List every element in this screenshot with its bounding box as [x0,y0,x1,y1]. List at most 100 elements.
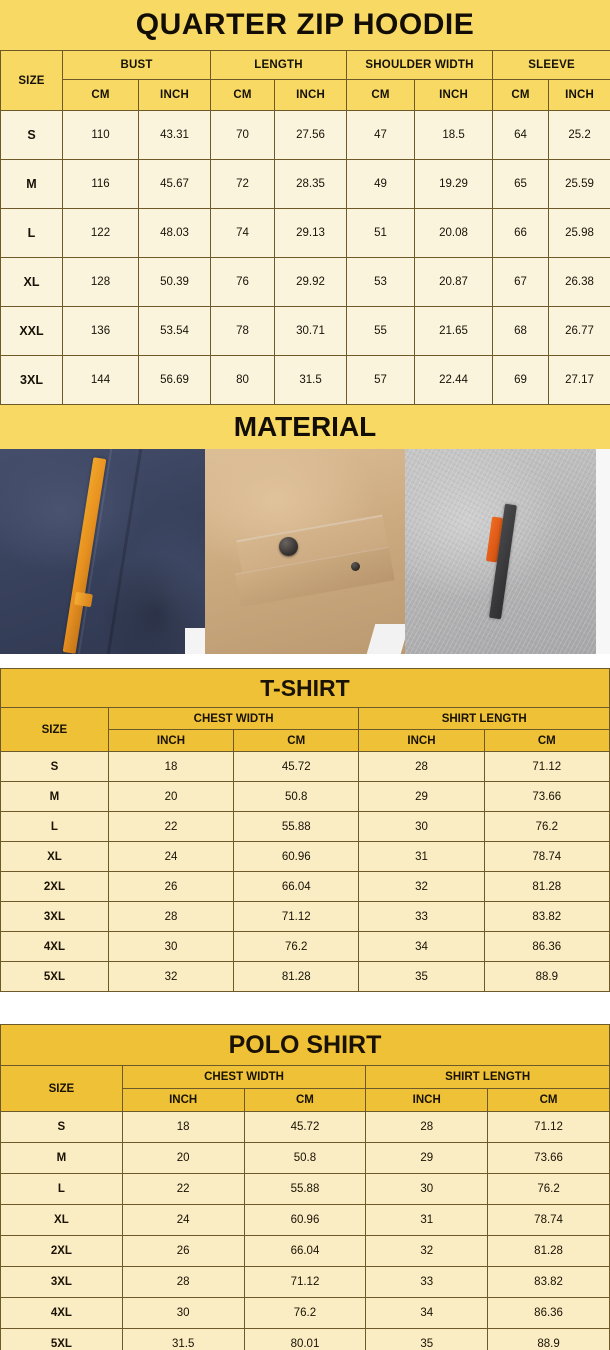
polo-cell-size: S [0,1111,123,1143]
polo-cell-chest_in: 24 [121,1204,245,1236]
polo-unit-header-row: INCH CM INCH CM [1,1088,610,1112]
polo-cell-len_in: 31 [365,1204,489,1236]
tshirt-row: 5XL 32 81.28 35 88.9 [0,961,610,992]
polo-cell-len_cm: 76.2 [487,1173,610,1205]
polo-cell-chest_cm: 71.12 [243,1266,367,1298]
polo-cell-chest_cm: 55.88 [243,1173,367,1205]
hoodie-col-size: SIZE [0,50,63,111]
hoodie-cell-bust_in: 56.69 [137,355,212,405]
hoodie-cell-sleeve_cm: 68 [492,306,550,356]
polo-section: POLO SHIRT SIZE CHEST WIDTH SHIRT LENGTH… [0,1024,610,1350]
hoodie-cell-bust_in: 45.67 [137,159,212,209]
hoodie-unit-shoulder-cm: CM [346,79,416,111]
hoodie-cell-shoulder_in: 18.5 [414,110,494,160]
hoodie-cell-sleeve_in: 27.17 [548,355,610,405]
tshirt-cell-len_in: 33 [358,901,485,932]
hoodie-cell-size: XL [0,257,63,307]
tshirt-cell-size: L [0,811,109,842]
tshirt-unit-len-cm: CM [483,729,610,752]
tshirt-row: 3XL 28 71.12 33 83.82 [0,901,610,932]
hoodie-cell-length_in: 30.71 [274,306,348,356]
hoodie-group-header-row: SIZE BUST LENGTH SHOULDER WIDTH SLEEVE [0,50,610,111]
polo-cell-chest_cm: 80.01 [243,1328,367,1350]
hoodie-cell-sleeve_cm: 64 [492,110,550,160]
tshirt-row: 4XL 30 76.2 34 86.36 [0,931,610,962]
hoodie-cell-shoulder_cm: 55 [346,306,416,356]
tshirt-row: M 20 50.8 29 73.66 [0,781,610,812]
khaki-snap-pocket-photo [205,449,405,654]
hoodie-cell-bust_cm: 144 [62,355,139,405]
hoodie-unit-bust-cm: CM [62,79,139,111]
hoodie-unit-shoulder-inch: INCH [414,79,494,111]
tshirt-cell-size: XL [0,841,109,872]
tshirt-cell-len_in: 31 [358,841,485,872]
hoodie-cell-size: S [0,110,63,160]
hoodie-cell-bust_cm: 136 [62,306,139,356]
hoodie-cell-shoulder_cm: 53 [346,257,416,307]
polo-col-chest-width: CHEST WIDTH [121,1065,367,1089]
polo-cell-chest_cm: 60.96 [243,1204,367,1236]
hoodie-cell-length_in: 27.56 [274,110,348,160]
tshirt-cell-len_cm: 76.2 [483,811,610,842]
polo-size-table: POLO SHIRT SIZE CHEST WIDTH SHIRT LENGTH… [0,1024,610,1350]
tshirt-group-header-row: SIZE CHEST WIDTH SHIRT LENGTH [0,707,610,752]
tshirt-section: T-SHIRT SIZE CHEST WIDTH SHIRT LENGTH IN… [0,668,610,1018]
tshirt-col-chest-width: CHEST WIDTH [107,707,360,730]
polo-cell-size: M [0,1142,123,1174]
tshirt-cell-size: 4XL [0,931,109,962]
hoodie-cell-shoulder_cm: 51 [346,208,416,258]
polo-cell-chest_cm: 76.2 [243,1297,367,1329]
hoodie-cell-length_in: 29.92 [274,257,348,307]
tshirt-cell-chest_in: 28 [107,901,235,932]
tshirt-cell-len_cm: 78.74 [483,841,610,872]
hoodie-cell-size: XXL [0,306,63,356]
tshirt-cell-len_in: 32 [358,871,485,902]
polo-cell-len_in: 29 [365,1142,489,1174]
tshirt-col-size: SIZE [0,707,109,752]
material-section: MATERIAL [0,405,610,654]
polo-group-header-row: SIZE CHEST WIDTH SHIRT LENGTH [0,1065,610,1112]
hoodie-cell-sleeve_in: 25.2 [548,110,610,160]
polo-cell-size: 3XL [0,1266,123,1298]
tshirt-cell-chest_cm: 81.28 [233,961,360,992]
tshirt-cell-len_in: 30 [358,811,485,842]
hoodie-row: 3XL 144 56.69 80 31.5 57 22.44 69 27.17 [0,355,610,405]
hoodie-size-table: SIZE BUST LENGTH SHOULDER WIDTH SLEEVE C… [0,50,610,405]
hoodie-cell-size: M [0,159,63,209]
polo-cell-size: XL [0,1204,123,1236]
polo-row: XL 24 60.96 31 78.74 [0,1204,610,1236]
polo-title: POLO SHIRT [0,1024,610,1066]
tshirt-unit-chest-cm: CM [233,729,360,752]
tshirt-row: 2XL 26 66.04 32 81.28 [0,871,610,902]
polo-col-shirt-length: SHIRT LENGTH [365,1065,610,1089]
polo-row: L 22 55.88 30 76.2 [0,1173,610,1205]
polo-row: M 20 50.8 29 73.66 [0,1142,610,1174]
tshirt-cell-chest_cm: 76.2 [233,931,360,962]
hoodie-cell-bust_cm: 110 [62,110,139,160]
material-title: MATERIAL [0,405,610,449]
hoodie-cell-length_cm: 72 [210,159,276,209]
hoodie-row: XXL 136 53.54 78 30.71 55 21.65 68 26.77 [0,306,610,356]
polo-unit-len-cm: CM [487,1088,610,1112]
tshirt-cell-len_in: 28 [358,751,485,782]
tshirt-cell-len_cm: 71.12 [483,751,610,782]
tshirt-cell-chest_cm: 66.04 [233,871,360,902]
tshirt-cell-chest_cm: 45.72 [233,751,360,782]
grey-zip-pocket-photo [405,449,610,654]
snap-button-small [351,561,360,571]
hoodie-cell-shoulder_in: 22.44 [414,355,494,405]
hoodie-unit-sleeve-inch: INCH [548,79,610,111]
navy-zip-pocket-photo [0,449,205,654]
hoodie-cell-size: 3XL [0,355,63,405]
tshirt-unit-len-inch: INCH [358,729,485,752]
hoodie-cell-sleeve_in: 25.98 [548,208,610,258]
hoodie-cell-size: L [0,208,63,258]
polo-cell-len_in: 28 [365,1111,489,1143]
hoodie-cell-length_cm: 80 [210,355,276,405]
hoodie-cell-length_cm: 78 [210,306,276,356]
polo-cell-len_cm: 73.66 [487,1142,610,1174]
hoodie-cell-shoulder_in: 21.65 [414,306,494,356]
polo-cell-chest_cm: 66.04 [243,1235,367,1267]
hoodie-section: QUARTER ZIP HOODIE SIZE BUST LENGTH SHOU… [0,0,610,405]
hoodie-cell-bust_in: 48.03 [137,208,212,258]
